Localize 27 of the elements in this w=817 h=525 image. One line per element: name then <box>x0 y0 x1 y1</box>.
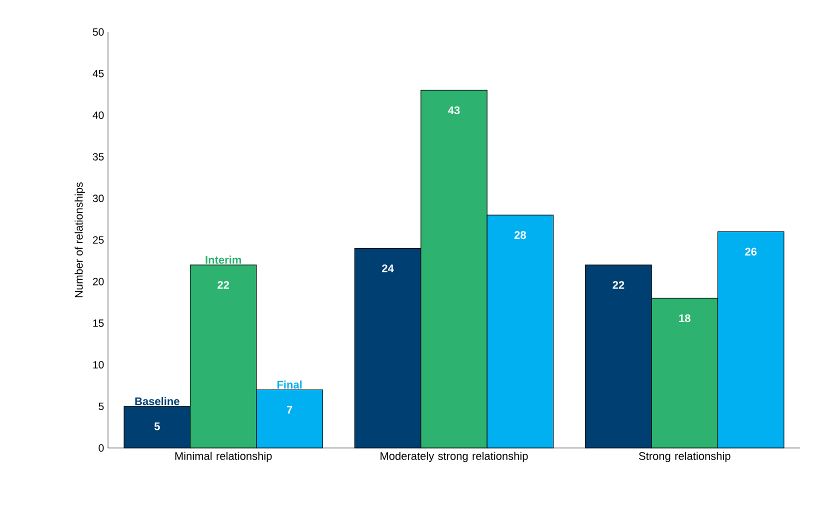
y-tick-label: 0 <box>98 444 104 452</box>
data-label: 22 <box>612 281 624 289</box>
data-label: 26 <box>745 248 757 256</box>
x-tick-label: Strong relationship <box>639 452 730 462</box>
data-label: 5 <box>154 422 160 430</box>
y-axis-title: Number of relationships <box>74 182 85 298</box>
x-tick-label: Minimal relationship <box>175 452 272 462</box>
x-tick-label: Moderately strong relationship <box>380 452 528 462</box>
series-label: Baseline <box>135 397 180 406</box>
y-tick-label: 10 <box>93 361 104 369</box>
y-tick-label: 40 <box>92 111 104 119</box>
series-label: Interim <box>206 256 241 264</box>
series-label: Final <box>277 380 302 389</box>
y-tick-label: 20 <box>92 278 104 286</box>
y-tick-label: 45 <box>92 70 104 78</box>
y-tick-label: 30 <box>92 194 104 202</box>
y-tick-label: 25 <box>92 236 104 244</box>
data-label: 22 <box>218 281 230 289</box>
y-tick-label: 15 <box>93 320 104 327</box>
y-tick-label: 35 <box>92 153 104 161</box>
y-tick-label: 50 <box>92 28 104 36</box>
data-label: 7 <box>286 406 292 414</box>
data-label: 43 <box>448 106 460 114</box>
data-label: 28 <box>514 231 526 239</box>
data-label: 24 <box>382 264 394 272</box>
data-label: 18 <box>679 314 690 322</box>
y-tick-label: 5 <box>98 402 104 410</box>
